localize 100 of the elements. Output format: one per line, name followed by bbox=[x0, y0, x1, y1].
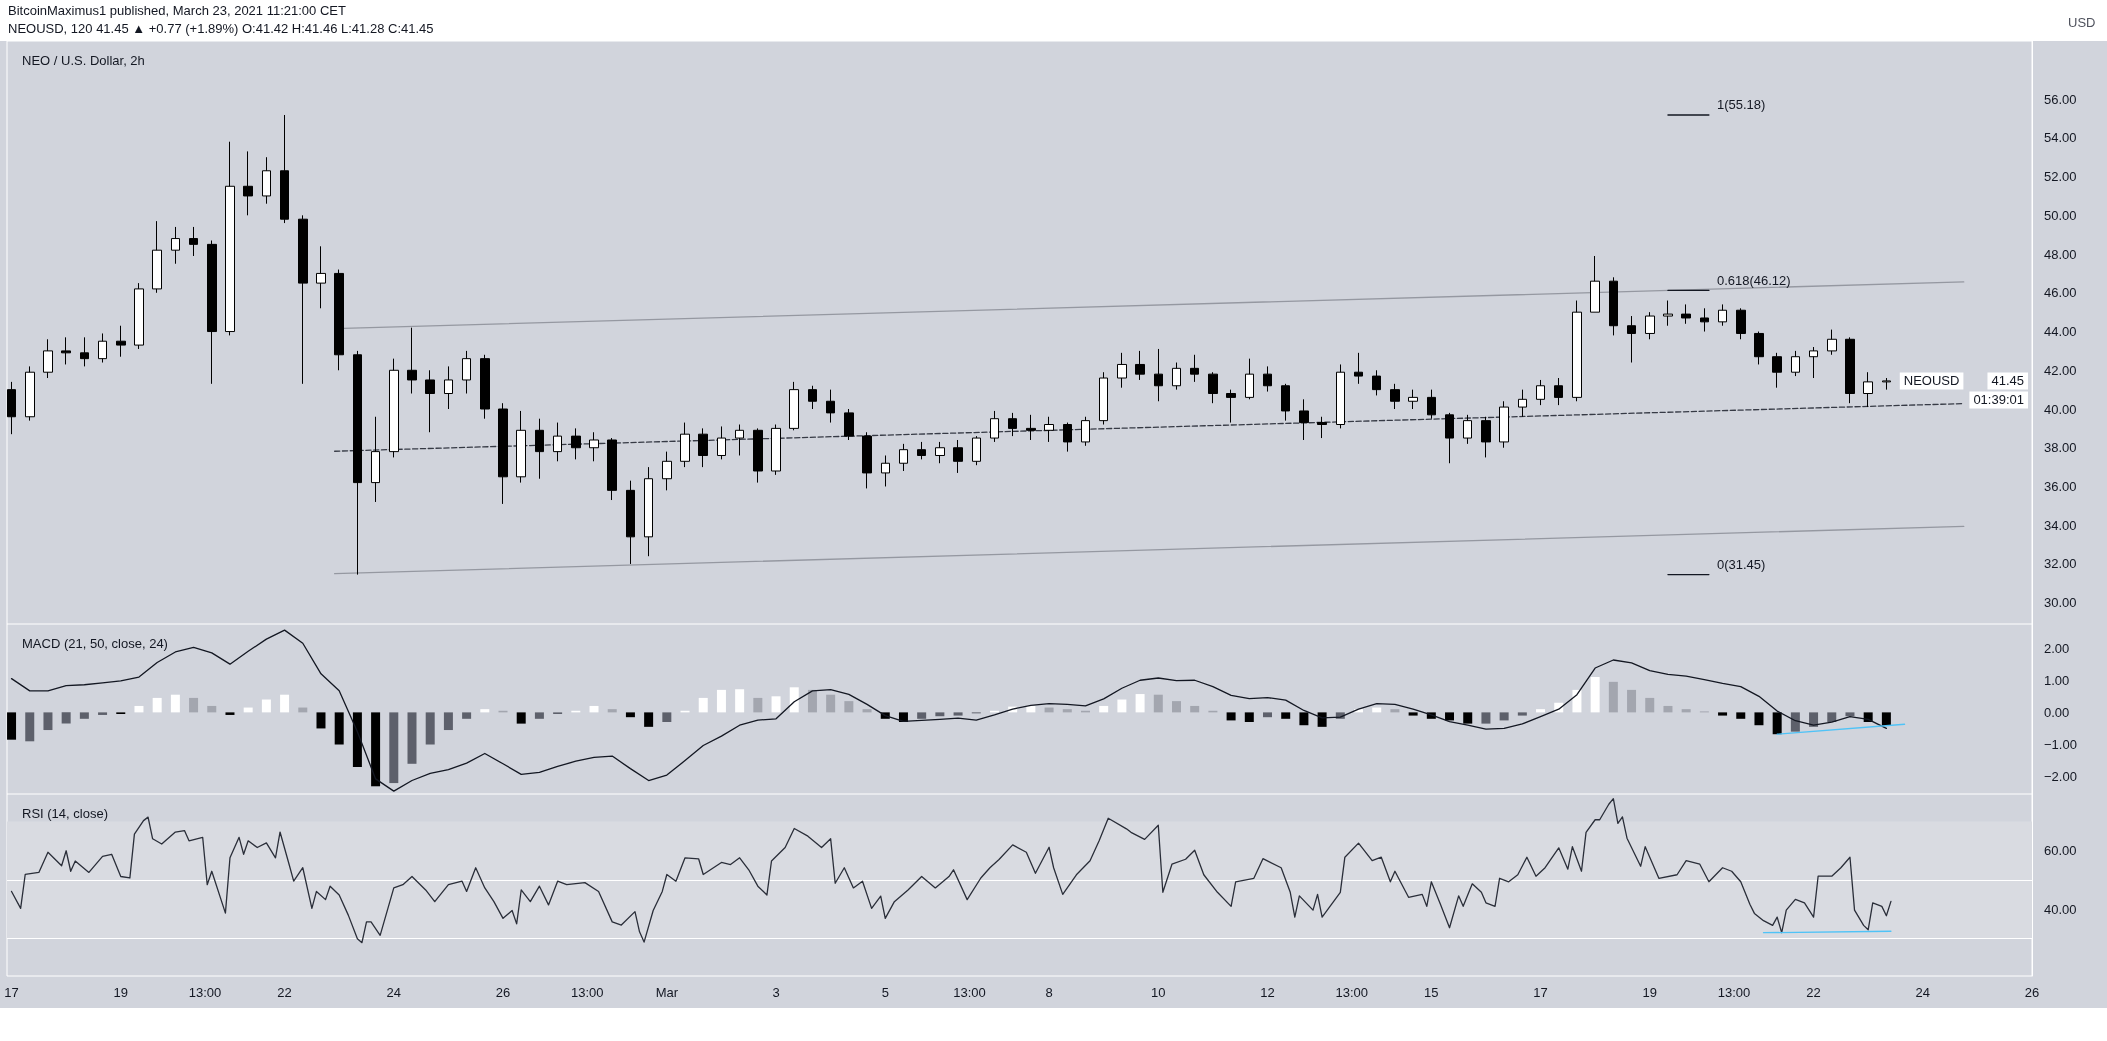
bar bbox=[589, 705, 599, 713]
candlestick bbox=[1663, 300, 1673, 327]
candlestick bbox=[498, 402, 508, 505]
candlestick bbox=[1590, 255, 1600, 313]
bar bbox=[953, 712, 963, 716]
bar bbox=[316, 712, 326, 729]
candlestick bbox=[1499, 400, 1509, 449]
x-tick-label: 24 bbox=[1915, 985, 1931, 1000]
bar bbox=[1317, 712, 1327, 727]
candlestick bbox=[1791, 350, 1800, 377]
bar bbox=[480, 709, 490, 713]
y-tick-label: 48.00 bbox=[2044, 246, 2077, 262]
candlestick bbox=[1754, 331, 1764, 365]
x-tick-label: 13:00 bbox=[570, 985, 604, 1000]
y-tick-label: 44.00 bbox=[2044, 324, 2077, 340]
y-tick-label: 32.00 bbox=[2044, 556, 2077, 572]
candlestick bbox=[1845, 336, 1855, 404]
bar bbox=[407, 712, 417, 764]
candlestick bbox=[7, 381, 16, 435]
candlestick bbox=[844, 408, 854, 441]
x-tick-label: Mar bbox=[655, 985, 679, 1000]
annotation: 41.45 bbox=[1991, 373, 2024, 389]
y-tick-label: −1.00 bbox=[2044, 737, 2077, 753]
x-tick-label: 22 bbox=[1806, 985, 1821, 1000]
candlestick bbox=[789, 381, 799, 431]
bar bbox=[152, 697, 162, 713]
bar bbox=[334, 712, 344, 745]
candlestick bbox=[61, 336, 71, 365]
bar bbox=[189, 697, 199, 713]
candlestick bbox=[1245, 358, 1254, 400]
candlestick bbox=[371, 416, 380, 503]
bar bbox=[826, 694, 836, 713]
y-tick-label: 1.00 bbox=[2044, 672, 2070, 688]
y-tick-label: 40.00 bbox=[2044, 901, 2077, 917]
bar bbox=[844, 701, 854, 713]
annotation: 01:39:01 bbox=[1973, 392, 2024, 408]
y-tick-label: 0.00 bbox=[2044, 704, 2070, 720]
candlestick bbox=[1135, 350, 1145, 381]
candlestick bbox=[753, 427, 763, 484]
candlestick bbox=[808, 385, 817, 410]
candlestick bbox=[1081, 416, 1090, 447]
bar bbox=[1190, 705, 1200, 713]
bar bbox=[25, 712, 35, 742]
x-tick-label: 26 bbox=[2024, 985, 2040, 1000]
bar bbox=[1153, 694, 1163, 713]
candlestick bbox=[1681, 303, 1691, 325]
candlestick bbox=[152, 220, 162, 294]
text: RSI (14, close) bbox=[22, 806, 108, 821]
candlestick bbox=[953, 439, 963, 474]
y-tick-label: 60.00 bbox=[2044, 843, 2077, 859]
candlestick bbox=[1154, 348, 1163, 402]
candlestick bbox=[1117, 352, 1127, 389]
x-tick-label: 5 bbox=[881, 985, 889, 1000]
bar bbox=[1754, 712, 1764, 726]
candlestick bbox=[25, 365, 35, 422]
candlestick bbox=[444, 365, 453, 410]
bar bbox=[1809, 712, 1819, 727]
candlestick bbox=[662, 451, 672, 491]
x-tick-label: 3 bbox=[772, 985, 780, 1000]
bar bbox=[1026, 705, 1036, 713]
annotation: 0(31.45) bbox=[1716, 557, 1766, 573]
text: MACD (21, 50, close, 24) bbox=[22, 636, 168, 651]
candlestick bbox=[535, 418, 544, 480]
bar bbox=[389, 712, 399, 784]
bar bbox=[280, 694, 290, 713]
y-tick-label: 50.00 bbox=[2044, 207, 2077, 223]
candlestick bbox=[243, 150, 253, 216]
candlestick bbox=[1390, 383, 1400, 410]
bar bbox=[43, 712, 53, 731]
bar bbox=[1390, 709, 1400, 713]
candlestick bbox=[589, 431, 599, 462]
bar bbox=[1281, 712, 1291, 719]
x-tick-label: 13:00 bbox=[1335, 985, 1368, 1000]
candlestick bbox=[1299, 398, 1309, 441]
x-tick-label: 13:00 bbox=[188, 985, 222, 1000]
bar bbox=[1408, 712, 1418, 716]
candlestick bbox=[407, 327, 417, 395]
bar bbox=[935, 712, 945, 717]
candlestick bbox=[881, 454, 890, 487]
candlestick bbox=[43, 338, 53, 379]
candlestick bbox=[1063, 422, 1072, 453]
bar bbox=[789, 687, 799, 713]
x-tick-label: 26 bbox=[495, 985, 511, 1000]
candlestick bbox=[1208, 371, 1218, 404]
candlestick bbox=[1317, 416, 1327, 439]
bar bbox=[61, 712, 71, 724]
candlestick bbox=[1226, 389, 1236, 424]
candlestick bbox=[353, 350, 362, 576]
bar bbox=[735, 689, 745, 713]
bar bbox=[79, 712, 89, 719]
bar bbox=[1099, 705, 1109, 713]
bar bbox=[1845, 712, 1855, 717]
y-tick-label: 34.00 bbox=[2044, 517, 2077, 533]
bar bbox=[1263, 712, 1273, 718]
bar bbox=[1135, 694, 1145, 713]
y-tick-label: 46.00 bbox=[2044, 285, 2077, 301]
bar bbox=[425, 712, 435, 745]
candlestick bbox=[862, 431, 872, 489]
bar bbox=[225, 712, 235, 715]
bar bbox=[716, 689, 726, 713]
